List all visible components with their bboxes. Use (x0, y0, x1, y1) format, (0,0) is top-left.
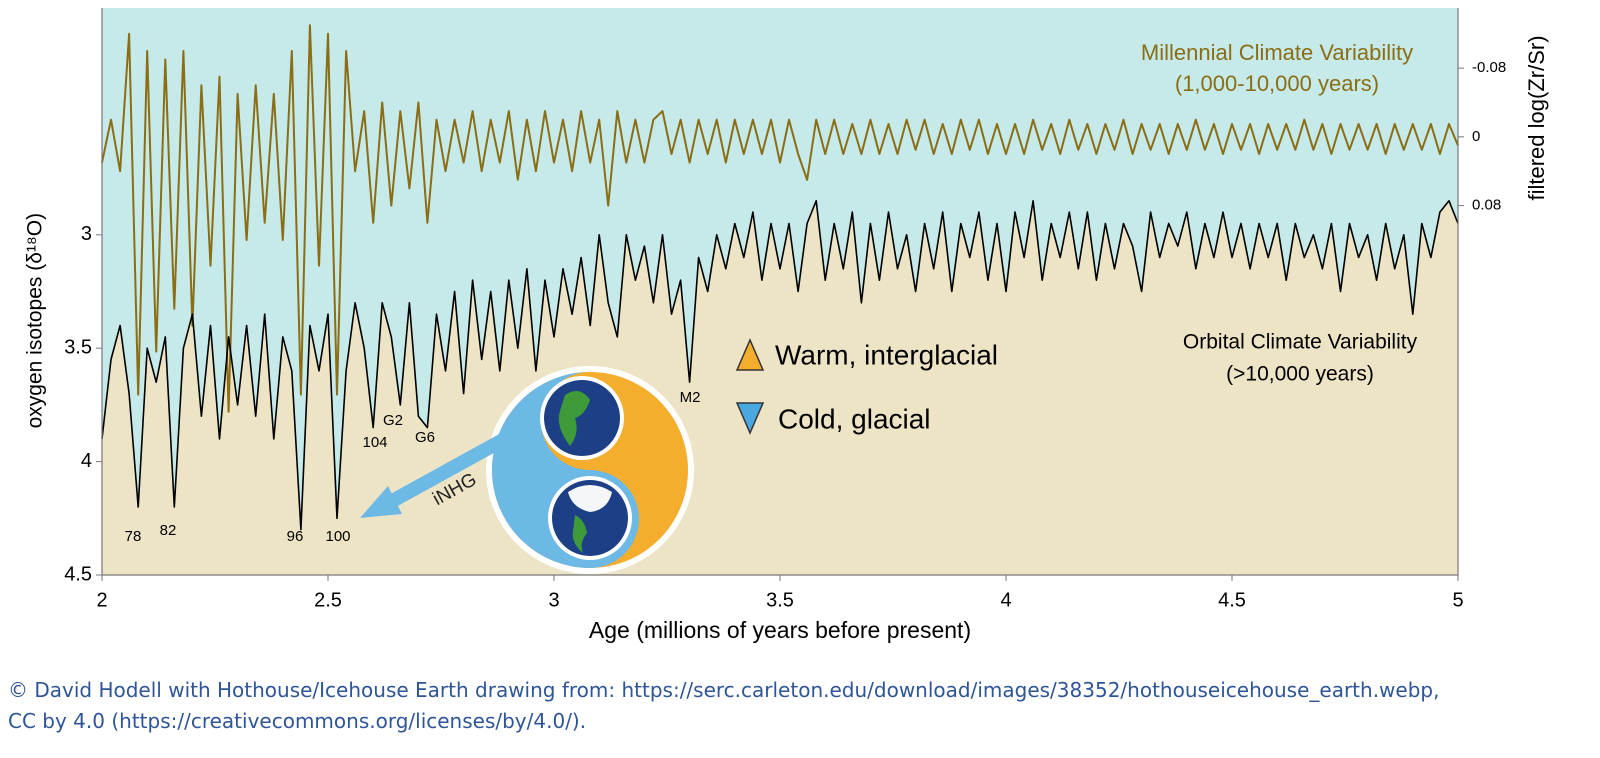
x-tick-label: 4.5 (1218, 589, 1246, 611)
caption-line: CC by 4.0 (https://creativecommons.org/l… (8, 709, 587, 733)
y-tick-label: 3.5 (64, 336, 92, 358)
x-tick-label: 2.5 (314, 589, 342, 611)
caption-line: © David Hodell with Hothouse/Icehouse Ea… (8, 678, 1440, 702)
x-tick-label: 3.5 (766, 589, 794, 611)
annotation: 82 (160, 522, 177, 539)
annotation: G2 (383, 412, 403, 429)
y-tick-label: 4.5 (64, 563, 92, 585)
legend-cold-marker (735, 402, 765, 435)
plot-layers: 2 2.5 3 3.5 4 4.5 5 3 3.5 4 4.5 -0.08 0 0.08 Age (mill… (24, 8, 1549, 643)
annotation: 96 (287, 528, 304, 545)
annotation: Millennial Climate Variability (1141, 40, 1413, 65)
legend-label: Warm, interglacial (775, 339, 998, 370)
y-tick-label: 3 (81, 223, 92, 245)
annotation: 78 (125, 528, 142, 545)
y2-tick-label: -0.08 (1472, 59, 1506, 76)
inhg-arrow-head (360, 486, 402, 518)
x-tick-label: 2 (96, 589, 107, 611)
inhg-arrow-shaft (381, 418, 534, 512)
y-tick-label: 4 (81, 450, 92, 472)
annotation: G6 (415, 429, 435, 446)
y2-axis-label: filtered log(Zr/Sr) (1524, 35, 1549, 200)
legend-warm-marker (735, 338, 765, 371)
annotation: (1,000-10,000 years) (1175, 71, 1379, 96)
annotation: M2 (680, 389, 701, 406)
y2-tick-label: 0 (1472, 128, 1480, 145)
x-tick-label: 4 (1000, 589, 1011, 611)
y2-tick-label: 0.08 (1472, 197, 1501, 214)
annotation: (>10,000 years) (1226, 363, 1374, 386)
series-line (101, 24, 1459, 413)
series-line (101, 200, 1459, 531)
x-axis-label: Age (millions of years before present) (589, 617, 971, 643)
yin-yang-earth (360, 366, 694, 574)
caption: © David Hodell with Hothouse/Icehouse Ea… (8, 675, 1439, 737)
earth-warm (544, 380, 620, 456)
continent (572, 515, 587, 553)
annotation: Orbital Climate Variability (1183, 331, 1418, 354)
x-tick-label: 3 (548, 589, 559, 611)
legend-label: Cold, glacial (778, 403, 931, 434)
annotation: 104 (362, 434, 387, 451)
y-axis-label: oxygen isotopes (δ¹⁸O) (24, 213, 47, 428)
x-tick-label: 5 (1452, 589, 1463, 611)
ice-sheet (568, 485, 612, 512)
chart: 2 2.5 3 3.5 4 4.5 5 3 3.5 4 4.5 -0.08 0 0.08 Age (mill… (24, 8, 1549, 643)
annotation: 100 (325, 528, 350, 545)
continent (558, 391, 590, 446)
